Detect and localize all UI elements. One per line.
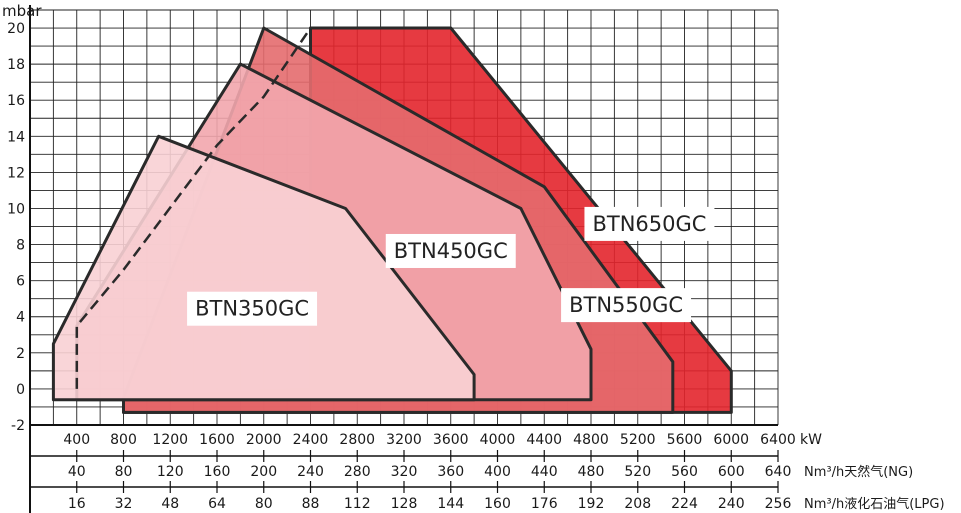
y-tick-label: 10 bbox=[7, 201, 25, 217]
x-tick-label: 88 bbox=[302, 496, 320, 512]
x-tick-label: 224 bbox=[671, 496, 698, 512]
x-tick-label: 240 bbox=[297, 464, 324, 480]
area-btn350gc bbox=[51, 134, 476, 402]
x-tick-label: 560 bbox=[671, 464, 698, 480]
y-tick-label: 14 bbox=[7, 129, 25, 145]
x-tick-label: 5200 bbox=[620, 432, 656, 448]
series-label-btn550gc: BTN550GC bbox=[561, 288, 692, 323]
x-tick-label: 40 bbox=[68, 464, 86, 480]
series-label-btn450gc: BTN450GC bbox=[385, 233, 516, 268]
x-tick-label: 3200 bbox=[386, 432, 422, 448]
y-tick-label: 6 bbox=[16, 274, 25, 290]
x-tick-label: 600 bbox=[718, 464, 745, 480]
y-tick-label: 12 bbox=[7, 165, 25, 181]
x-tick-label: 4000 bbox=[480, 432, 516, 448]
x-tick-label: 5600 bbox=[667, 432, 703, 448]
x-tick-label: 128 bbox=[391, 496, 418, 512]
y-tick-label: -2 bbox=[11, 418, 25, 434]
x-tick-label: 400 bbox=[484, 464, 511, 480]
x-tick-label: 6000 bbox=[713, 432, 749, 448]
axis-frame bbox=[29, 5, 778, 513]
y-tick-label: 2 bbox=[16, 346, 25, 362]
x-tick-label: 144 bbox=[437, 496, 464, 512]
x-tick-label: 80 bbox=[115, 464, 133, 480]
x-tick-label: 16 bbox=[68, 496, 86, 512]
x-tick-label: 240 bbox=[718, 496, 745, 512]
x-tick-label: 360 bbox=[437, 464, 464, 480]
x-tick-label: 3600 bbox=[433, 432, 469, 448]
series-label-box bbox=[584, 206, 715, 241]
x-tick-label: 192 bbox=[578, 496, 605, 512]
x-tick-label: 176 bbox=[531, 496, 558, 512]
x-tick-label: 80 bbox=[255, 496, 273, 512]
y-axis-label: mbar bbox=[2, 2, 42, 20]
series-label-text: BTN650GC bbox=[592, 212, 706, 236]
series-label-btn650gc: BTN650GC bbox=[584, 206, 715, 241]
x-tick-label: 440 bbox=[531, 464, 558, 480]
x-axis-scales: 400 800 1200 1600 2000 2400 2800 3200 3600 4000 44… bbox=[30, 432, 945, 512]
x-tick-label: 280 bbox=[344, 464, 371, 480]
x-tick-label: 160 bbox=[484, 496, 511, 512]
x-tick-label: 4800 bbox=[573, 432, 609, 448]
series-label-box bbox=[385, 233, 516, 268]
dashed-line bbox=[75, 27, 312, 389]
x-tick-label: 1600 bbox=[199, 432, 235, 448]
x-tick-label: 4400 bbox=[526, 432, 562, 448]
y-tick-label: 8 bbox=[16, 238, 25, 254]
x-axis-unit: Nm³/h液化石油气(LPG) bbox=[804, 496, 945, 512]
x-tick-label: 1200 bbox=[152, 432, 188, 448]
x-tick-label: 160 bbox=[204, 464, 231, 480]
series-label-box bbox=[187, 291, 318, 326]
x-tick-label: 480 bbox=[578, 464, 605, 480]
x-tick-label: 6400 bbox=[760, 432, 796, 448]
y-tick-label: 18 bbox=[7, 57, 25, 73]
y-tick-labels: -2 0 2 4 6 8 10 12 14 16 18 20 bbox=[7, 21, 25, 434]
series-label-text: BTN450GC bbox=[394, 239, 508, 263]
x-tick-label: 256 bbox=[765, 496, 792, 512]
x-tick-label: 2800 bbox=[339, 432, 375, 448]
x-tick-label: 2000 bbox=[246, 432, 282, 448]
y-tick-label: 16 bbox=[7, 93, 25, 109]
x-axis-unit: kW bbox=[800, 432, 822, 448]
x-tick-label: 64 bbox=[208, 496, 226, 512]
y-tick-label: 0 bbox=[16, 382, 25, 398]
x-tick-label: 200 bbox=[250, 464, 277, 480]
series-label-text: BTN550GC bbox=[569, 293, 683, 317]
x-tick-label: 2400 bbox=[293, 432, 329, 448]
x-tick-label: 320 bbox=[391, 464, 418, 480]
y-tick-label: 20 bbox=[7, 21, 25, 37]
series-labels: BTN650GC BTN550GC BTN450GC BTN350GC bbox=[187, 206, 715, 326]
dashed-lines bbox=[75, 27, 312, 389]
x-tick-label: 400 bbox=[63, 432, 90, 448]
series-label-box bbox=[561, 288, 692, 323]
x-tick-label: 48 bbox=[161, 496, 179, 512]
x-tick-label: 800 bbox=[110, 432, 137, 448]
x-tick-label: 640 bbox=[765, 464, 792, 480]
x-tick-label: 32 bbox=[115, 496, 133, 512]
series-label-btn350gc: BTN350GC bbox=[187, 291, 318, 326]
x-tick-label: 112 bbox=[344, 496, 371, 512]
y-tick-label: 4 bbox=[16, 310, 25, 326]
series-label-text: BTN350GC bbox=[195, 297, 309, 321]
x-tick-label: 120 bbox=[157, 464, 184, 480]
x-tick-label: 520 bbox=[624, 464, 651, 480]
x-axis-unit: Nm³/h天然气(NG) bbox=[804, 464, 913, 480]
x-tick-label: 208 bbox=[624, 496, 651, 512]
